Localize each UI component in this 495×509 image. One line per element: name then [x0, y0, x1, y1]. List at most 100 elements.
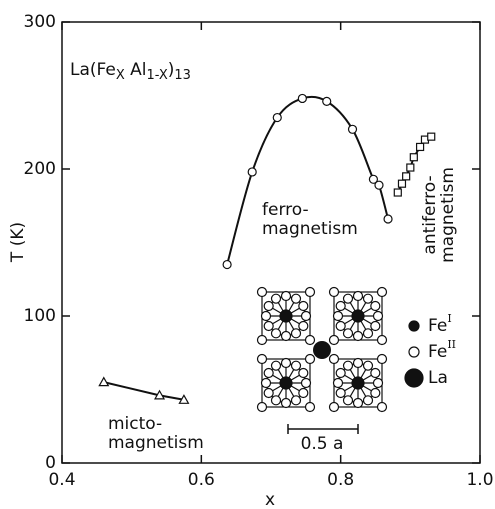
legend-sup: I: [447, 312, 451, 325]
title-part: 13: [174, 68, 191, 83]
marker: [297, 93, 307, 104]
title-part: ): [168, 60, 175, 80]
atom-fe2: [256, 334, 268, 346]
legend-label: FeI: [428, 312, 452, 336]
atom-fe1: [351, 376, 365, 390]
marker: [409, 153, 418, 162]
crystal-cluster: [256, 353, 316, 413]
marker: [393, 188, 402, 197]
crystal-cluster: [328, 353, 388, 413]
title-part: Al: [125, 60, 147, 80]
legend-label: FeII: [428, 338, 456, 362]
atom-fe2: [370, 320, 381, 332]
atom-fe2: [280, 330, 292, 342]
title-part: 1-X: [147, 68, 168, 83]
atom-fe2: [290, 293, 302, 304]
scale-bar: [287, 424, 359, 434]
atom-fe2: [298, 320, 309, 332]
atom-fe2: [335, 387, 346, 399]
atom-fe2: [376, 334, 388, 346]
legend-label: La: [428, 368, 448, 388]
y-tick-label: 100: [24, 306, 56, 326]
legend-text: La: [428, 368, 448, 388]
x-tick-label: 0.4: [48, 470, 75, 490]
marker: [368, 174, 379, 184]
legend-marker: [404, 368, 424, 388]
atom-fe2: [270, 293, 282, 304]
y-tick-label: 300: [24, 12, 56, 32]
atom-fe2: [263, 387, 274, 399]
scale-bar-label: 0.5 a: [301, 434, 344, 454]
atom-fe2: [376, 286, 388, 298]
annotation: magnetism: [108, 433, 204, 453]
atom-fe2: [362, 328, 374, 339]
atom-fe2: [328, 286, 340, 298]
atom-fe2: [342, 360, 354, 371]
atom-fe2: [342, 395, 354, 406]
series-line: [103, 381, 185, 401]
atom-fe2: [290, 328, 302, 339]
legend-text: Fe: [428, 316, 447, 336]
atom-fe2: [260, 310, 272, 322]
annotation: magnetism: [262, 219, 358, 239]
atom-fe2: [370, 387, 381, 399]
chart-title: La(FeX Al1-X)13: [70, 60, 191, 83]
atom-fe2: [270, 395, 282, 406]
atom-fe2: [304, 286, 316, 298]
marker: [406, 163, 415, 172]
annotation: ferro-: [262, 200, 309, 220]
legend-sup: II: [447, 338, 456, 351]
atom-fe2: [332, 377, 344, 389]
atom-fe2: [342, 293, 354, 304]
title-part: X: [116, 68, 125, 83]
title-part: La(Fe: [70, 60, 116, 80]
legend-marker: [408, 320, 420, 332]
atom-fe2: [280, 397, 292, 409]
atom-fe2: [372, 377, 384, 389]
atom-fe2: [256, 286, 268, 298]
atom-fe2: [256, 353, 268, 365]
legend-marker: [408, 346, 420, 358]
y-tick-label: 0: [45, 453, 56, 473]
atom-fe2: [376, 353, 388, 365]
atom-fe2: [290, 395, 302, 406]
atom-fe2: [335, 320, 346, 332]
atom-fe2: [352, 397, 364, 409]
marker: [402, 172, 411, 181]
marker: [397, 179, 407, 188]
marker: [154, 389, 166, 400]
atom-fe1: [351, 309, 365, 323]
atom-fe2: [304, 334, 316, 346]
atom-fe2: [370, 300, 381, 312]
legend-text: Fe: [428, 342, 447, 362]
y-tick-label: 200: [24, 159, 56, 179]
annotation: magnetism: [438, 167, 458, 263]
x-tick-label: 1.0: [466, 470, 493, 490]
atom-fe2: [260, 377, 272, 389]
atom-fe2: [328, 401, 340, 413]
atom-fe2: [362, 293, 374, 304]
atom-fe2: [328, 334, 340, 346]
atom-fe2: [352, 290, 364, 302]
atom-fe2: [280, 357, 292, 369]
atom-fe1: [279, 376, 293, 390]
marker: [427, 132, 436, 141]
atom-fe2: [352, 330, 364, 342]
marker: [247, 167, 257, 177]
marker: [383, 214, 393, 224]
marker: [374, 180, 384, 190]
x-axis-label: x: [265, 490, 275, 509]
atom-fe2: [362, 395, 374, 406]
atom-fe2: [332, 310, 344, 322]
atom-fe2: [300, 310, 312, 322]
atom-fe2: [362, 360, 374, 371]
atom-fe2: [300, 377, 312, 389]
atom-fe2: [328, 353, 340, 365]
x-tick-label: 0.6: [188, 470, 215, 490]
crystal-cluster: [256, 286, 316, 346]
atom-fe2: [372, 310, 384, 322]
atom-fe2: [376, 401, 388, 413]
y-axis-label: T (K): [8, 222, 28, 263]
atom-fe2: [352, 357, 364, 369]
